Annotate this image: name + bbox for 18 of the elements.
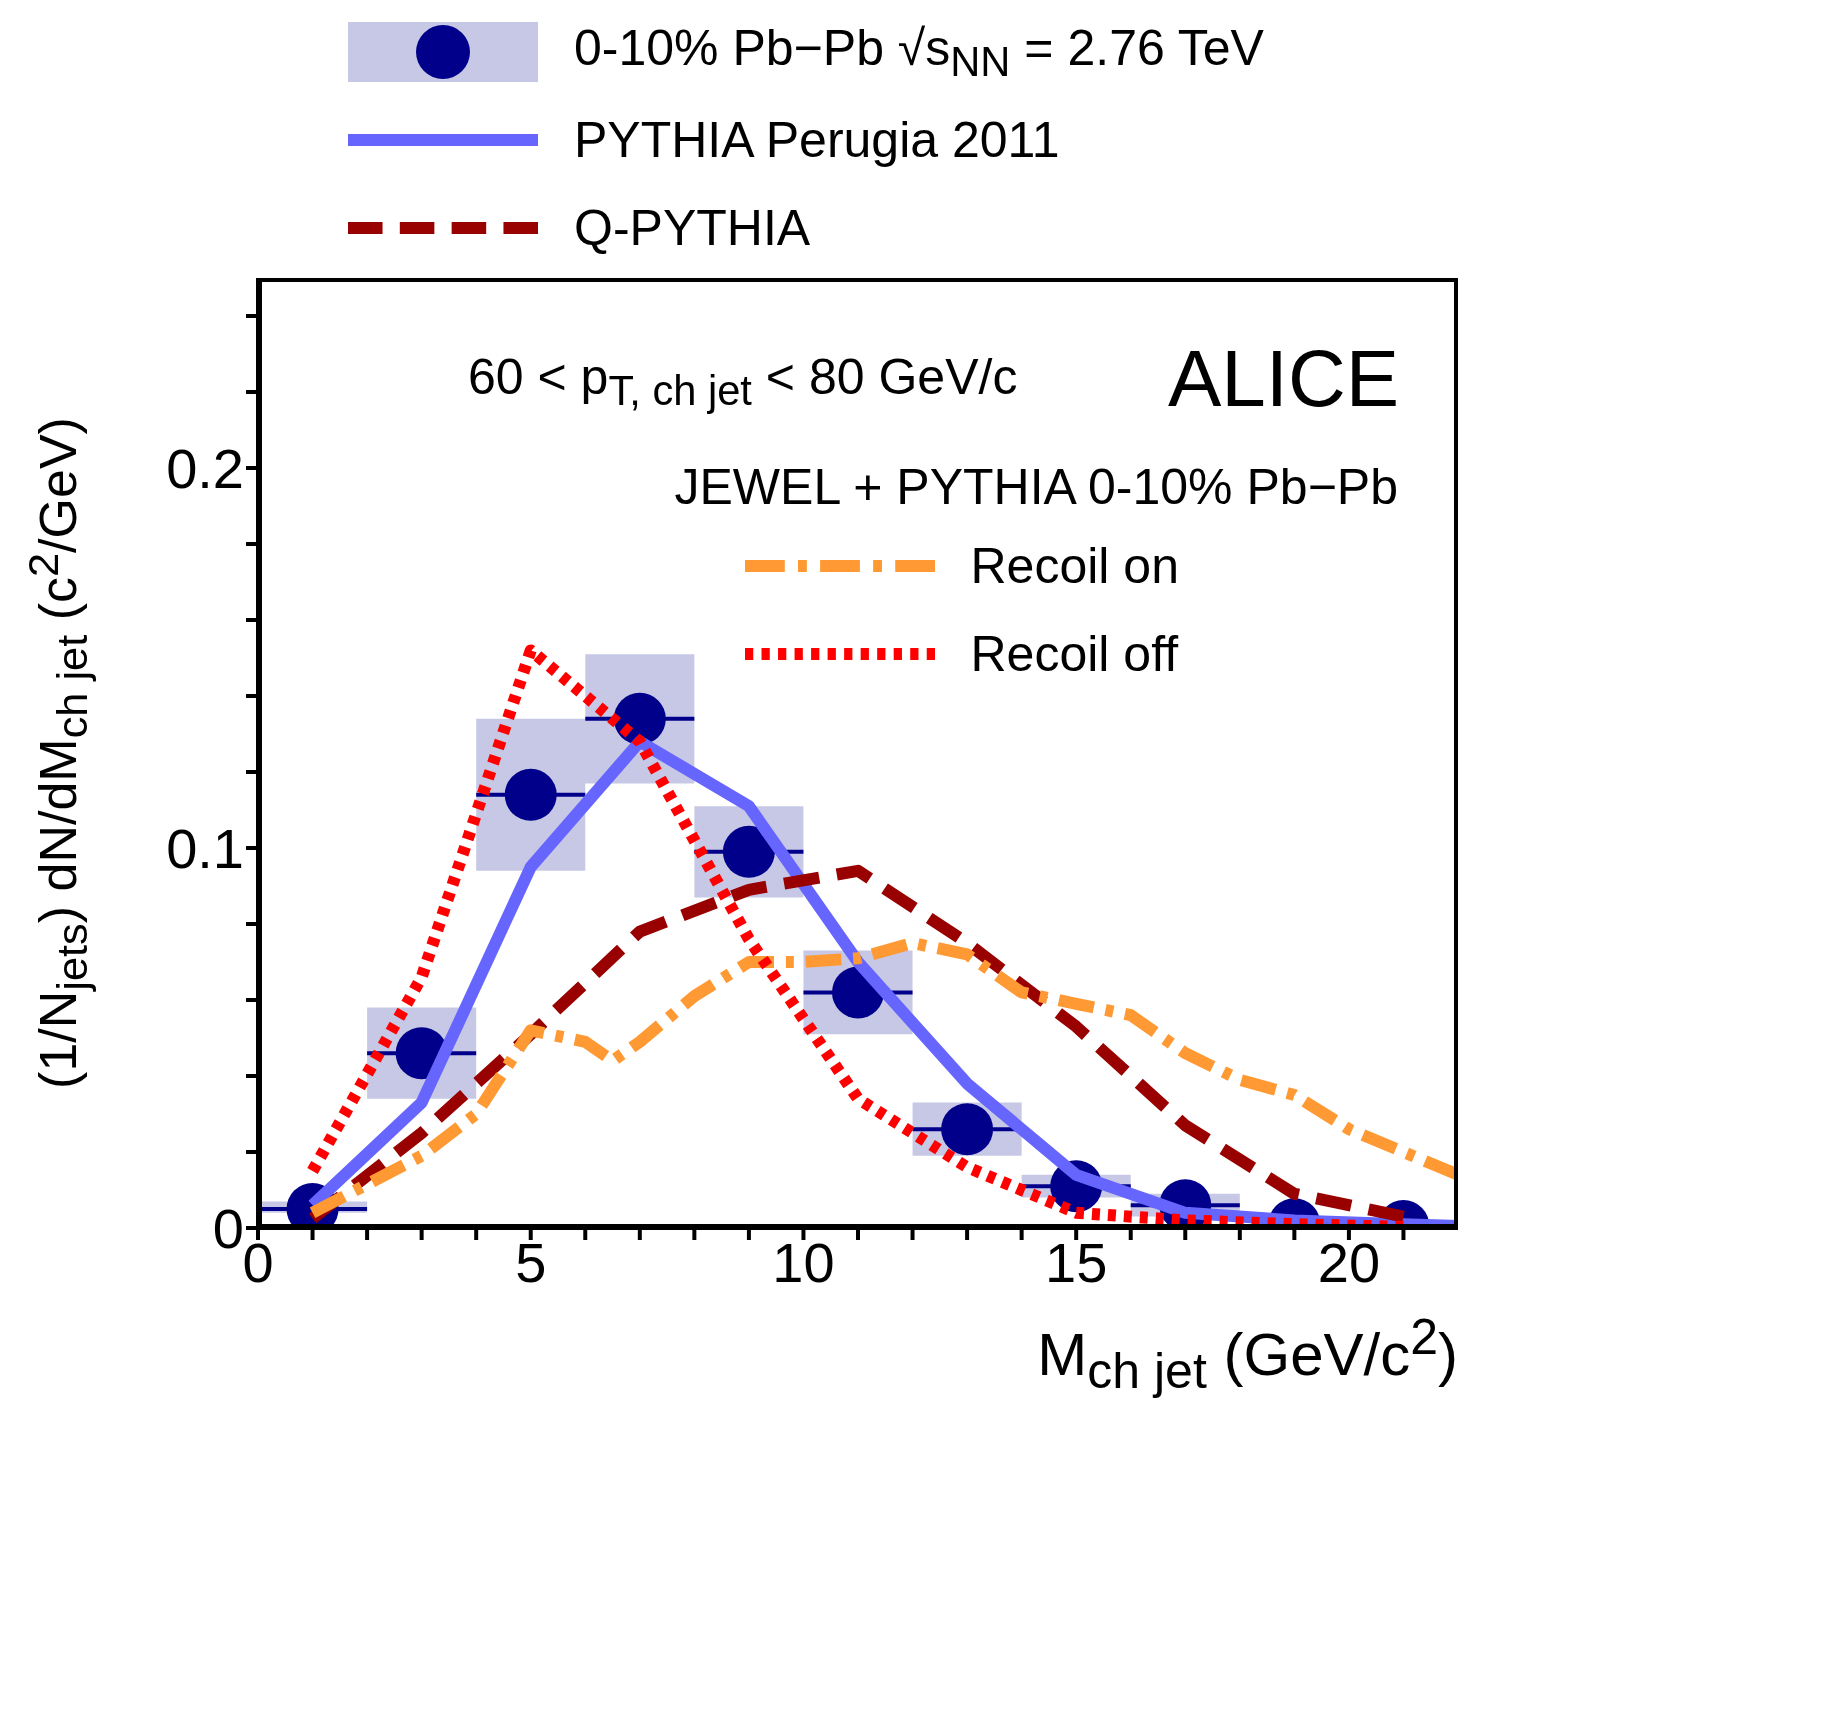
x-tick-label: 20: [1317, 1230, 1381, 1294]
y-tick-label: 0.1: [166, 816, 244, 880]
legend-label: Q-PYTHIA: [574, 199, 811, 257]
x-tick-label: 15: [1045, 1230, 1108, 1294]
legend-label: Recoil off: [970, 625, 1179, 683]
point: [941, 1103, 994, 1156]
point: [504, 768, 557, 821]
point: [722, 825, 775, 878]
legend-label: Recoil on: [970, 537, 1179, 595]
annotation: ALICE: [1168, 333, 1400, 425]
annotation: 60 < p$_{T, ch jet}$ < 80 GeV/c: [468, 348, 1018, 415]
x-axis-title: M$_{ch jet}$ (GeV/c$^{2}$): [1037, 1308, 1458, 1400]
x-tick-label: 5: [515, 1230, 547, 1294]
x-tick-label: 10: [772, 1230, 835, 1294]
y-tick-label: 0.2: [166, 436, 244, 500]
legend-label: 0-10% Pb−Pb √s$_{NN}$ = 2.76 TeV: [574, 18, 1264, 86]
legend-label: PYTHIA Perugia 2011: [574, 111, 1060, 169]
legend-title: JEWEL + PYTHIA 0-10% Pb−Pb: [674, 458, 1398, 516]
